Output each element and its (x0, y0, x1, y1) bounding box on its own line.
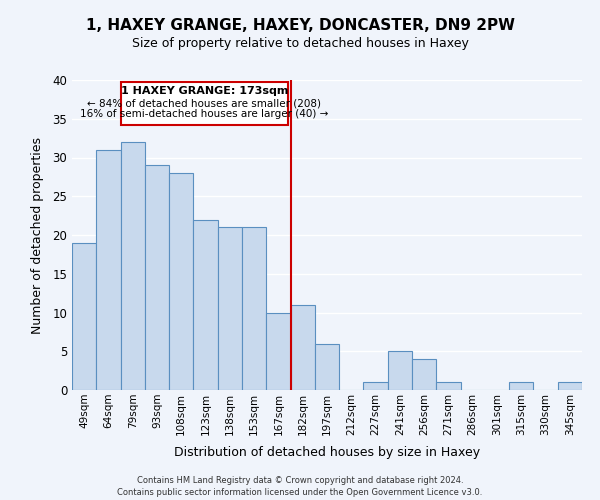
Text: Contains public sector information licensed under the Open Government Licence v3: Contains public sector information licen… (118, 488, 482, 497)
Bar (169, 173, 193, 390)
Bar (509, 382, 533, 390)
FancyBboxPatch shape (121, 82, 288, 125)
Text: 16% of semi-detached houses are larger (40) →: 16% of semi-detached houses are larger (… (80, 110, 329, 120)
Text: Size of property relative to detached houses in Haxey: Size of property relative to detached ho… (131, 38, 469, 51)
Bar (218, 227, 242, 390)
Text: 1, HAXEY GRANGE, HAXEY, DONCASTER, DN9 2PW: 1, HAXEY GRANGE, HAXEY, DONCASTER, DN9 2… (86, 18, 515, 32)
Bar (290, 304, 315, 390)
Bar (193, 220, 218, 390)
Bar (145, 165, 169, 390)
Text: Contains HM Land Registry data © Crown copyright and database right 2024.: Contains HM Land Registry data © Crown c… (137, 476, 463, 485)
Bar (436, 382, 461, 390)
Bar (558, 382, 582, 390)
Bar (242, 227, 266, 390)
Bar (96, 150, 121, 390)
Bar (266, 312, 290, 390)
Text: 1 HAXEY GRANGE: 173sqm: 1 HAXEY GRANGE: 173sqm (121, 86, 288, 96)
Bar (364, 382, 388, 390)
Bar (72, 243, 96, 390)
Bar (412, 359, 436, 390)
Bar (388, 351, 412, 390)
Y-axis label: Number of detached properties: Number of detached properties (31, 136, 44, 334)
Bar (121, 142, 145, 390)
Bar (315, 344, 339, 390)
Text: ← 84% of detached houses are smaller (208): ← 84% of detached houses are smaller (20… (88, 98, 322, 108)
X-axis label: Distribution of detached houses by size in Haxey: Distribution of detached houses by size … (174, 446, 480, 459)
